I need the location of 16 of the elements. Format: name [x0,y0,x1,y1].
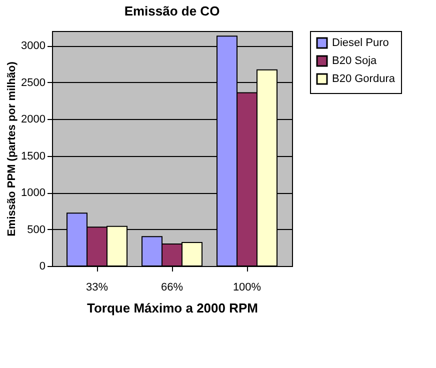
y-tick-label: 3000 [21,40,46,52]
x-tick-label: 100% [232,282,262,294]
x-tick-label: 33% [86,282,108,294]
y-tick-label: 0 [39,260,46,272]
y-tick-label: 2500 [21,76,46,89]
chart-title: Emissão de CO [124,4,220,18]
y-tick-label: 2000 [21,114,46,126]
legend-label: B20 Gordura [332,73,396,85]
legend-label: Diesel Puro [332,37,389,49]
y-tick-label: 500 [27,224,46,236]
x-tick-label: 66% [160,282,184,294]
y-tick-label: 1500 [21,150,46,162]
y-tick-label: 1000 [21,187,46,200]
x-axis-title: Torque Máximo a 2000 RPM [87,300,258,316]
legend-label: B20 Soja [332,55,378,67]
y-axis-title: Emissão PPM (partes por milhão) [6,61,18,236]
